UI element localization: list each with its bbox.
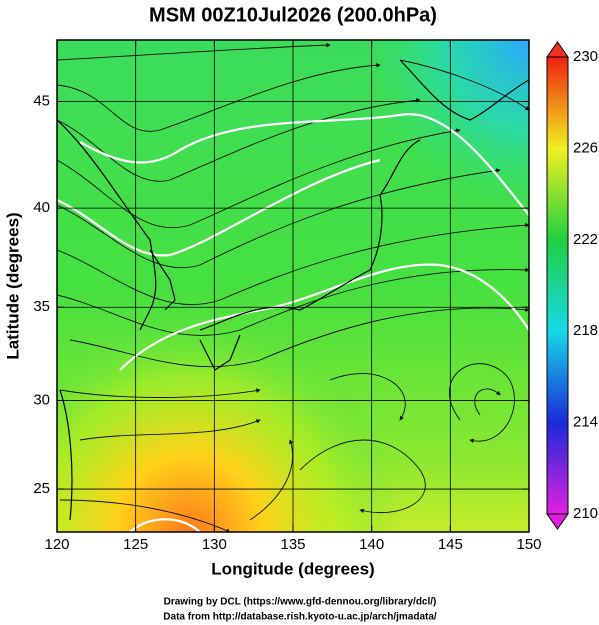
y-axis-label: Latitude (degrees) — [3, 212, 22, 359]
coastlines — [57, 59, 529, 521]
y-tick-label: 40 — [33, 199, 50, 216]
y-tick-label: 30 — [33, 391, 50, 408]
colorbar-max-arrow — [546, 41, 569, 58]
colorbar-tick-label: 226 — [573, 139, 598, 156]
x-tick-label: 145 — [438, 536, 463, 553]
x-tick-label: 125 — [123, 536, 148, 553]
colorbar — [546, 56, 569, 515]
title: MSM 00Z10Jul2026 (200.0hPa) — [149, 4, 437, 26]
y-tick-label: 45 — [33, 92, 50, 109]
contours — [57, 113, 529, 532]
colorbar-tick-label: 222 — [573, 231, 598, 248]
y-tick-label: 35 — [33, 298, 50, 315]
credit-line: Drawing by DCL (https://www.gfd-dennou.o… — [164, 597, 437, 608]
colorbar-tick-label: 230 — [573, 48, 598, 65]
x-tick-label: 135 — [280, 536, 305, 553]
colorbar-min-arrow — [546, 513, 569, 530]
plot-frame — [56, 39, 530, 533]
streamlines — [57, 42, 529, 532]
credit-line: Data from http://database.rish.kyoto-u.a… — [163, 612, 437, 623]
colorbar-tick-label: 218 — [573, 322, 598, 339]
colorbar-tick-label: 214 — [573, 414, 598, 431]
x-tick-label: 130 — [202, 536, 227, 553]
x-tick-label: 120 — [44, 536, 69, 553]
y-tick-label: 25 — [33, 480, 50, 497]
x-axis-label: Longitude (degrees) — [211, 559, 374, 578]
colorbar-tick-label: 210 — [573, 505, 598, 522]
x-tick-label: 150 — [516, 536, 541, 553]
x-tick-label: 140 — [359, 536, 384, 553]
